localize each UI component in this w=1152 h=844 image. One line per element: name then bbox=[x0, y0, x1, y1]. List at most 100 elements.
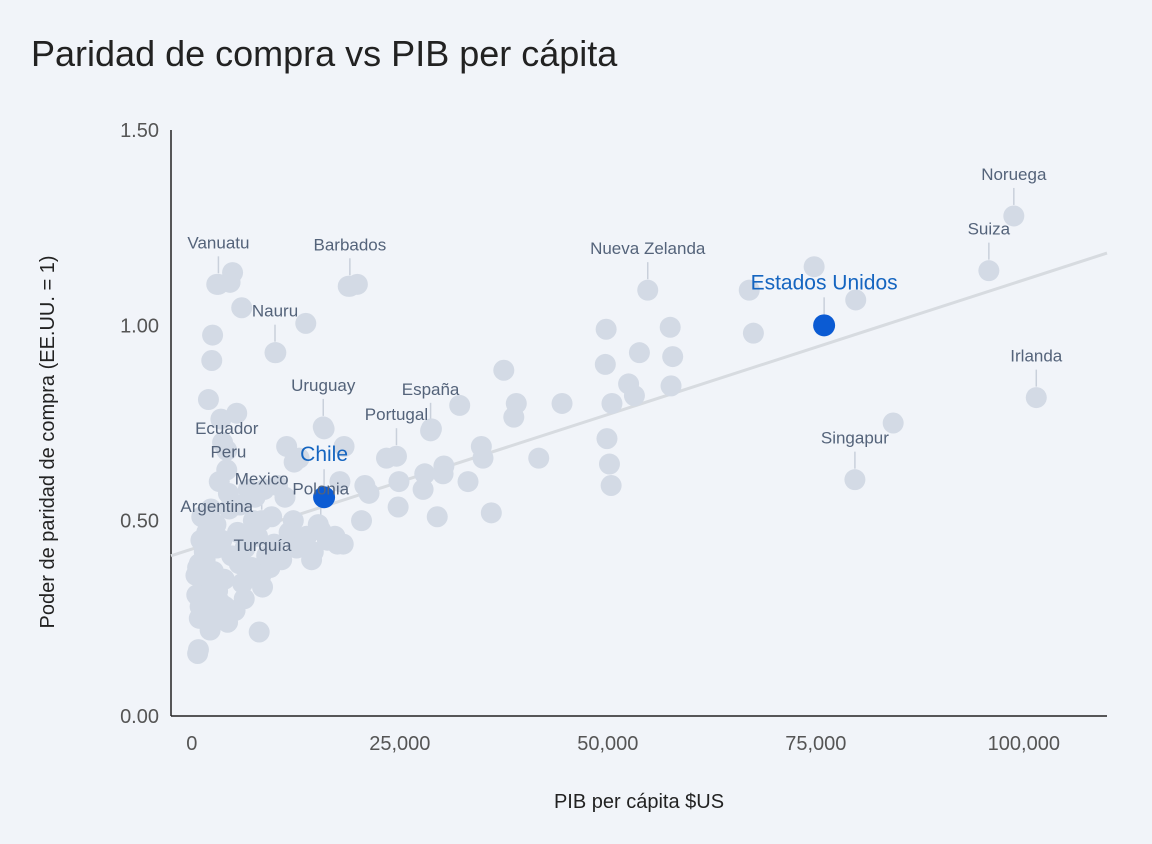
data-point bbox=[457, 471, 479, 493]
data-point bbox=[217, 482, 239, 504]
data-point bbox=[271, 549, 293, 571]
data-point bbox=[295, 312, 317, 334]
data-point bbox=[803, 256, 825, 278]
data-point bbox=[596, 428, 618, 450]
data-point bbox=[742, 322, 764, 344]
data-point bbox=[207, 273, 229, 295]
data-point bbox=[205, 514, 227, 536]
point-label: Argentina bbox=[180, 497, 253, 516]
data-point bbox=[601, 392, 623, 414]
y-tick-label: 0.00 bbox=[120, 706, 159, 728]
point-label: España bbox=[402, 380, 460, 399]
data-point bbox=[387, 496, 409, 518]
data-point bbox=[339, 275, 361, 297]
data-point bbox=[198, 588, 220, 610]
data-point bbox=[278, 521, 300, 543]
data-point bbox=[551, 392, 573, 414]
point-label: Uruguay bbox=[291, 376, 356, 395]
data-point bbox=[264, 342, 286, 364]
data-point bbox=[310, 519, 332, 541]
data-point bbox=[623, 385, 645, 407]
highlight-label: Chile bbox=[300, 443, 348, 466]
data-point bbox=[301, 549, 323, 571]
data-point bbox=[978, 260, 1000, 282]
data-point bbox=[449, 394, 471, 416]
data-point bbox=[594, 353, 616, 375]
data-point bbox=[187, 557, 209, 579]
data-point bbox=[385, 445, 407, 467]
data-point bbox=[426, 506, 448, 528]
data-point bbox=[231, 297, 253, 319]
data-point bbox=[216, 459, 238, 481]
point-label: Noruega bbox=[981, 165, 1047, 184]
x-tick-label: 25,000 bbox=[369, 733, 430, 755]
data-point bbox=[503, 406, 525, 428]
x-axis-title: PIB per cápita $US bbox=[554, 791, 724, 813]
data-point bbox=[212, 432, 234, 454]
data-point bbox=[263, 533, 285, 555]
y-tick-label: 0.50 bbox=[120, 511, 159, 533]
data-point bbox=[660, 375, 682, 397]
point-label: Suiza bbox=[968, 220, 1011, 239]
data-point bbox=[600, 475, 622, 497]
data-point bbox=[329, 471, 351, 493]
data-point bbox=[283, 451, 305, 473]
data-point bbox=[354, 475, 376, 497]
data-point bbox=[190, 529, 212, 551]
y-axis-title: Poder de paridad de compra (EE.UU. = 1) bbox=[37, 256, 59, 629]
data-point bbox=[662, 346, 684, 368]
point-label: Nauru bbox=[252, 302, 298, 321]
data-point bbox=[420, 420, 442, 442]
data-point bbox=[312, 416, 334, 438]
data-point bbox=[326, 533, 348, 555]
point-label: Singapur bbox=[821, 429, 889, 448]
data-point bbox=[493, 359, 515, 381]
point-label: Mexico bbox=[235, 470, 289, 489]
point-label: Nueva Zelanda bbox=[590, 239, 706, 258]
point-label: Turquía bbox=[234, 536, 293, 555]
data-point bbox=[637, 279, 659, 301]
x-tick-label: 75,000 bbox=[785, 733, 846, 755]
point-label: Vanuatu bbox=[187, 233, 249, 252]
data-point bbox=[206, 537, 228, 559]
data-point bbox=[659, 316, 681, 338]
data-point bbox=[351, 510, 373, 532]
x-tick-label: 0 bbox=[186, 733, 197, 755]
point-label: Ecuador bbox=[195, 419, 259, 438]
highlight-point bbox=[313, 486, 336, 509]
data-point bbox=[210, 408, 232, 430]
data-point bbox=[882, 412, 904, 434]
y-tick-label: 1.00 bbox=[120, 315, 159, 337]
data-point bbox=[214, 596, 236, 618]
point-label: Peru bbox=[210, 442, 246, 461]
data-point bbox=[480, 502, 502, 524]
data-point bbox=[470, 435, 492, 457]
data-point bbox=[197, 389, 219, 411]
x-tick-label: 100,000 bbox=[988, 733, 1060, 755]
data-point bbox=[412, 478, 434, 500]
highlight-label: Estados Unidos bbox=[751, 271, 898, 294]
data-point bbox=[844, 469, 866, 491]
data-point bbox=[595, 318, 617, 340]
data-point bbox=[201, 349, 223, 371]
data-point bbox=[1003, 205, 1025, 227]
data-point bbox=[232, 572, 254, 594]
point-label: Polonia bbox=[292, 479, 349, 498]
point-label: Irlanda bbox=[1010, 347, 1063, 366]
data-point bbox=[845, 289, 867, 311]
data-point bbox=[1025, 387, 1047, 409]
data-point bbox=[226, 402, 248, 424]
data-point bbox=[388, 471, 410, 493]
data-point bbox=[187, 642, 209, 664]
point-label: Barbados bbox=[313, 235, 386, 254]
data-point bbox=[228, 553, 250, 575]
data-point bbox=[414, 463, 436, 485]
data-point bbox=[237, 478, 259, 500]
data-point bbox=[251, 510, 273, 532]
data-point bbox=[202, 324, 224, 346]
point-label: Portugal bbox=[365, 405, 428, 424]
data-point bbox=[628, 342, 650, 364]
data-point bbox=[432, 463, 454, 485]
data-point bbox=[738, 279, 760, 301]
